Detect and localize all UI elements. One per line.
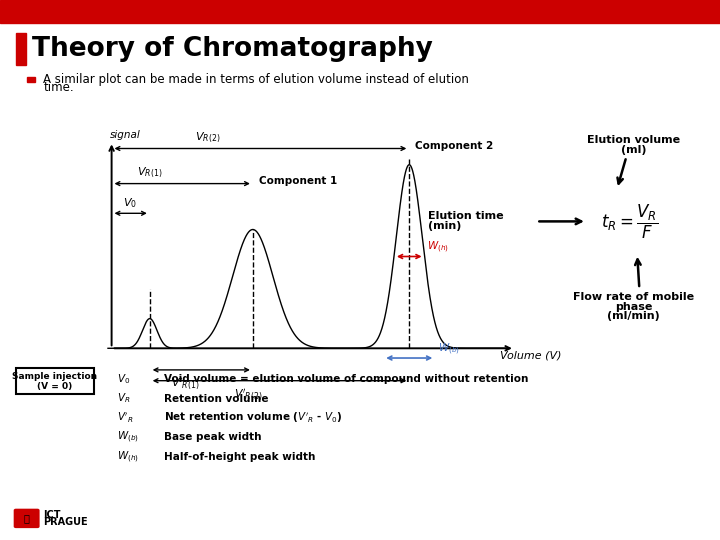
Text: Half-of-height peak width: Half-of-height peak width	[164, 452, 315, 462]
Text: Component 2: Component 2	[415, 141, 493, 151]
Text: Elution time: Elution time	[428, 211, 504, 221]
Text: Theory of Chromatography: Theory of Chromatography	[32, 36, 433, 62]
Text: (min): (min)	[428, 221, 462, 231]
Bar	[16, 33, 26, 65]
Text: PRAGUE: PRAGUE	[43, 517, 88, 527]
Text: 🔥: 🔥	[24, 514, 30, 523]
Text: (ml/min): (ml/min)	[607, 312, 660, 321]
Text: $W_{(h)}$: $W_{(h)}$	[117, 449, 138, 464]
Text: Sample injection: Sample injection	[12, 373, 97, 381]
Bar	[27, 77, 35, 82]
FancyBboxPatch shape	[14, 509, 40, 528]
Text: Base peak width: Base peak width	[164, 433, 261, 442]
Text: $V'_{R(2)}$: $V'_{R(2)}$	[234, 387, 263, 403]
Bar	[0, 0, 720, 23]
Text: $V_{R(2)}$: $V_{R(2)}$	[195, 130, 220, 145]
Text: Retention volume: Retention volume	[164, 394, 269, 403]
Text: $V_R$: $V_R$	[117, 392, 130, 406]
Text: $W_{(b)}$: $W_{(b)}$	[438, 341, 460, 357]
Text: ICT: ICT	[43, 510, 60, 519]
Text: $V'_R$: $V'_R$	[117, 411, 133, 425]
Text: $W_{(h)}$: $W_{(h)}$	[428, 240, 449, 255]
Text: (V = 0): (V = 0)	[37, 382, 72, 391]
Text: signal: signal	[109, 130, 140, 140]
Text: Component 1: Component 1	[258, 176, 337, 186]
Text: phase: phase	[615, 302, 652, 312]
Text: $V_{R(1)}$: $V_{R(1)}$	[137, 165, 163, 180]
Text: $V_0$: $V_0$	[117, 372, 130, 386]
Text: Net retention volume ($V'_R$ - $V_0$): Net retention volume ($V'_R$ - $V_0$)	[164, 411, 343, 425]
Text: Flow rate of mobile: Flow rate of mobile	[573, 292, 694, 302]
Text: (ml): (ml)	[621, 145, 647, 155]
Text: Elution volume: Elution volume	[587, 136, 680, 145]
Text: Volume (V): Volume (V)	[500, 351, 562, 361]
Text: $V'_{R(1)}$: $V'_{R(1)}$	[171, 376, 200, 392]
Text: time.: time.	[43, 81, 74, 94]
Text: $W_{(b)}$: $W_{(b)}$	[117, 430, 138, 445]
Text: A similar plot can be made in terms of elution volume instead of elution: A similar plot can be made in terms of e…	[43, 73, 469, 86]
Text: $V_0$: $V_0$	[123, 195, 137, 210]
Text: Void volume = elution volume of compound without retention: Void volume = elution volume of compound…	[164, 374, 528, 384]
Bar	[16, 368, 94, 394]
Text: $t_R = \dfrac{V_R}{F}$: $t_R = \dfrac{V_R}{F}$	[601, 202, 659, 240]
